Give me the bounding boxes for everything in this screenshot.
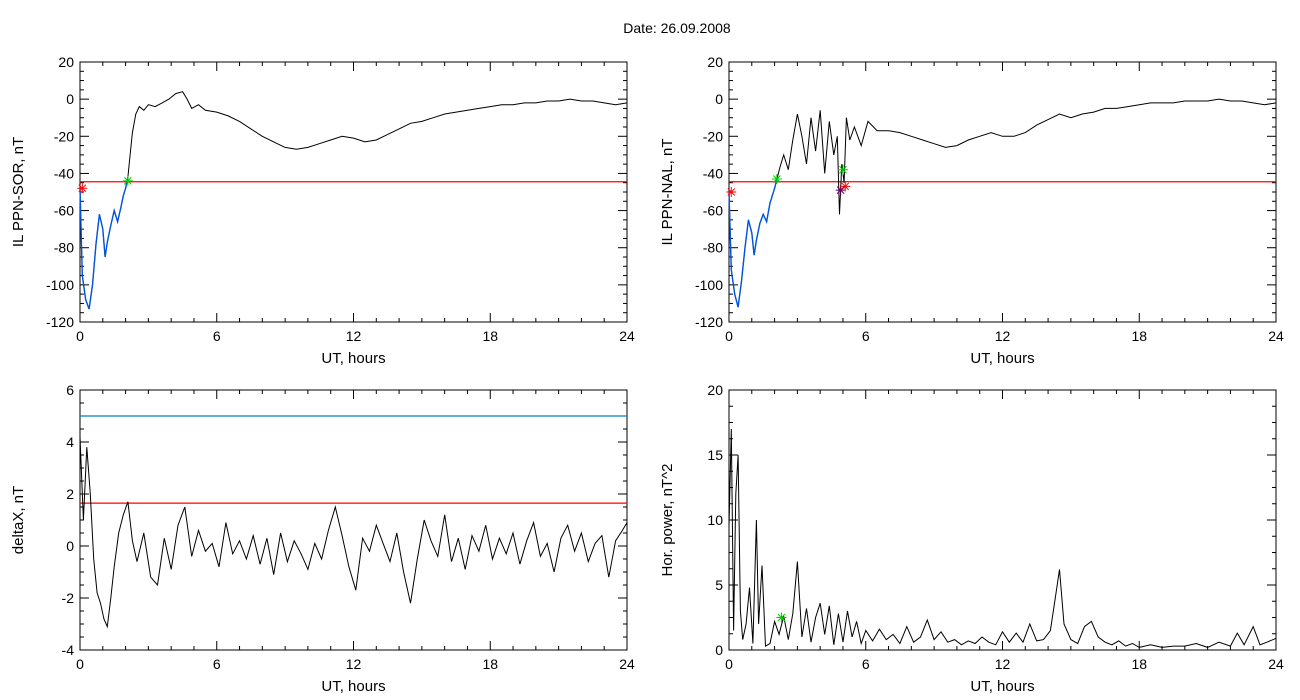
panel-horizontal-power: 0 6 12 18 24 0 5 10 15 20 UT, hours Hor. power, nT^… — [659, 382, 1284, 695]
y-tick-label: -2 — [62, 590, 75, 606]
x-tick-label: 18 — [482, 328, 498, 344]
y-tick-label: -40 — [54, 165, 74, 181]
x-tick-label: 0 — [76, 328, 84, 344]
x-tick-label: 18 — [482, 656, 498, 672]
x-tick-label: 18 — [1131, 328, 1147, 344]
y-tick-label: -60 — [703, 203, 723, 219]
x-tick-label: 12 — [995, 328, 1011, 344]
y-tick-label: 4 — [66, 434, 74, 450]
panel-il-ppn-nal: 0 6 12 18 24 -120 -100 -80 -60 -40 -20 0 20 UT, hours… — [659, 54, 1284, 367]
y-tick-label: -100 — [46, 277, 74, 293]
y-axis-label: IL PPN-SOR, nT — [10, 137, 27, 247]
x-tick-label: 12 — [346, 656, 362, 672]
y-tick-label: -60 — [54, 203, 74, 219]
y-tick-label: 2 — [66, 486, 74, 502]
y-axis-label: Hor. power, nT^2 — [659, 464, 676, 577]
y-tick-label: 20 — [707, 382, 723, 398]
x-tick-label: 24 — [619, 656, 635, 672]
highlight-segment — [728, 178, 778, 308]
y-axis-label: IL PPN-NAL, nT — [659, 139, 676, 246]
series-line — [728, 98, 1277, 308]
marker-stroke — [839, 165, 847, 174]
x-tick-label: 6 — [213, 328, 221, 344]
y-tick-label: 5 — [715, 577, 723, 593]
y-tick-label: 0 — [715, 91, 723, 107]
marker-star-red — [77, 183, 88, 194]
y-tick-label: 15 — [707, 447, 723, 463]
x-axis-label: UT, hours — [321, 678, 385, 695]
panel-il-ppn-sor: 0 6 12 18 24 -120 -100 -80 -60 -40 -20 0 20 UT, hours… — [10, 54, 635, 367]
x-tick-label: 0 — [76, 656, 84, 672]
marker-stroke — [124, 177, 132, 185]
marker-star-green — [776, 612, 787, 623]
y-tick-label: -4 — [62, 642, 75, 658]
y-tick-label: -80 — [703, 240, 723, 256]
x-tick-label: 24 — [1268, 328, 1284, 344]
y-tick-label: -120 — [695, 314, 723, 330]
plot-frame — [79, 389, 628, 651]
marker-star-red — [840, 181, 851, 192]
y-tick-label: -20 — [703, 128, 723, 144]
x-tick-label: 12 — [346, 328, 362, 344]
series-line — [79, 436, 628, 629]
y-tick-label: 0 — [66, 538, 74, 554]
x-tick-label: 18 — [1131, 656, 1147, 672]
x-axis-label: UT, hours — [970, 350, 1034, 367]
x-tick-label: 6 — [213, 656, 221, 672]
marker-stroke — [78, 184, 87, 193]
y-tick-label: -40 — [703, 165, 723, 181]
x-tick-label: 12 — [995, 656, 1011, 672]
marker-stroke — [777, 613, 786, 622]
y-tick-label: 0 — [66, 91, 74, 107]
x-tick-label: 24 — [619, 328, 635, 344]
marker-stroke — [836, 186, 845, 194]
highlight-segment — [79, 176, 129, 310]
marker-stroke — [841, 182, 850, 191]
y-tick-label: 20 — [707, 54, 723, 70]
y-tick-label: -120 — [46, 314, 74, 330]
y-tick-label: -20 — [54, 128, 74, 144]
x-tick-label: 6 — [862, 656, 870, 672]
marker-star-green — [771, 174, 782, 184]
marker-star-green — [837, 164, 848, 175]
y-tick-label: 0 — [715, 642, 723, 658]
series-line — [728, 428, 1277, 648]
marker-stroke — [727, 188, 736, 196]
y-tick-label: 20 — [58, 54, 74, 70]
x-tick-label: 0 — [725, 656, 733, 672]
figure-title: Date: 26.09.2008 — [623, 20, 731, 36]
marker-stroke — [773, 175, 781, 183]
marker-star-red — [726, 187, 737, 197]
y-tick-label: -80 — [54, 240, 74, 256]
series-line — [79, 91, 628, 310]
x-tick-label: 0 — [725, 328, 733, 344]
x-tick-label: 24 — [1268, 656, 1284, 672]
marker-star-green — [122, 175, 133, 186]
y-tick-label: -100 — [695, 277, 723, 293]
plot-frame — [728, 389, 1277, 651]
y-axis-label: deltaX, nT — [10, 486, 27, 554]
y-tick-label: 10 — [707, 512, 723, 528]
x-axis-label: UT, hours — [970, 678, 1034, 695]
y-tick-label: 6 — [66, 382, 74, 398]
x-axis-label: UT, hours — [321, 350, 385, 367]
x-tick-label: 6 — [862, 328, 870, 344]
